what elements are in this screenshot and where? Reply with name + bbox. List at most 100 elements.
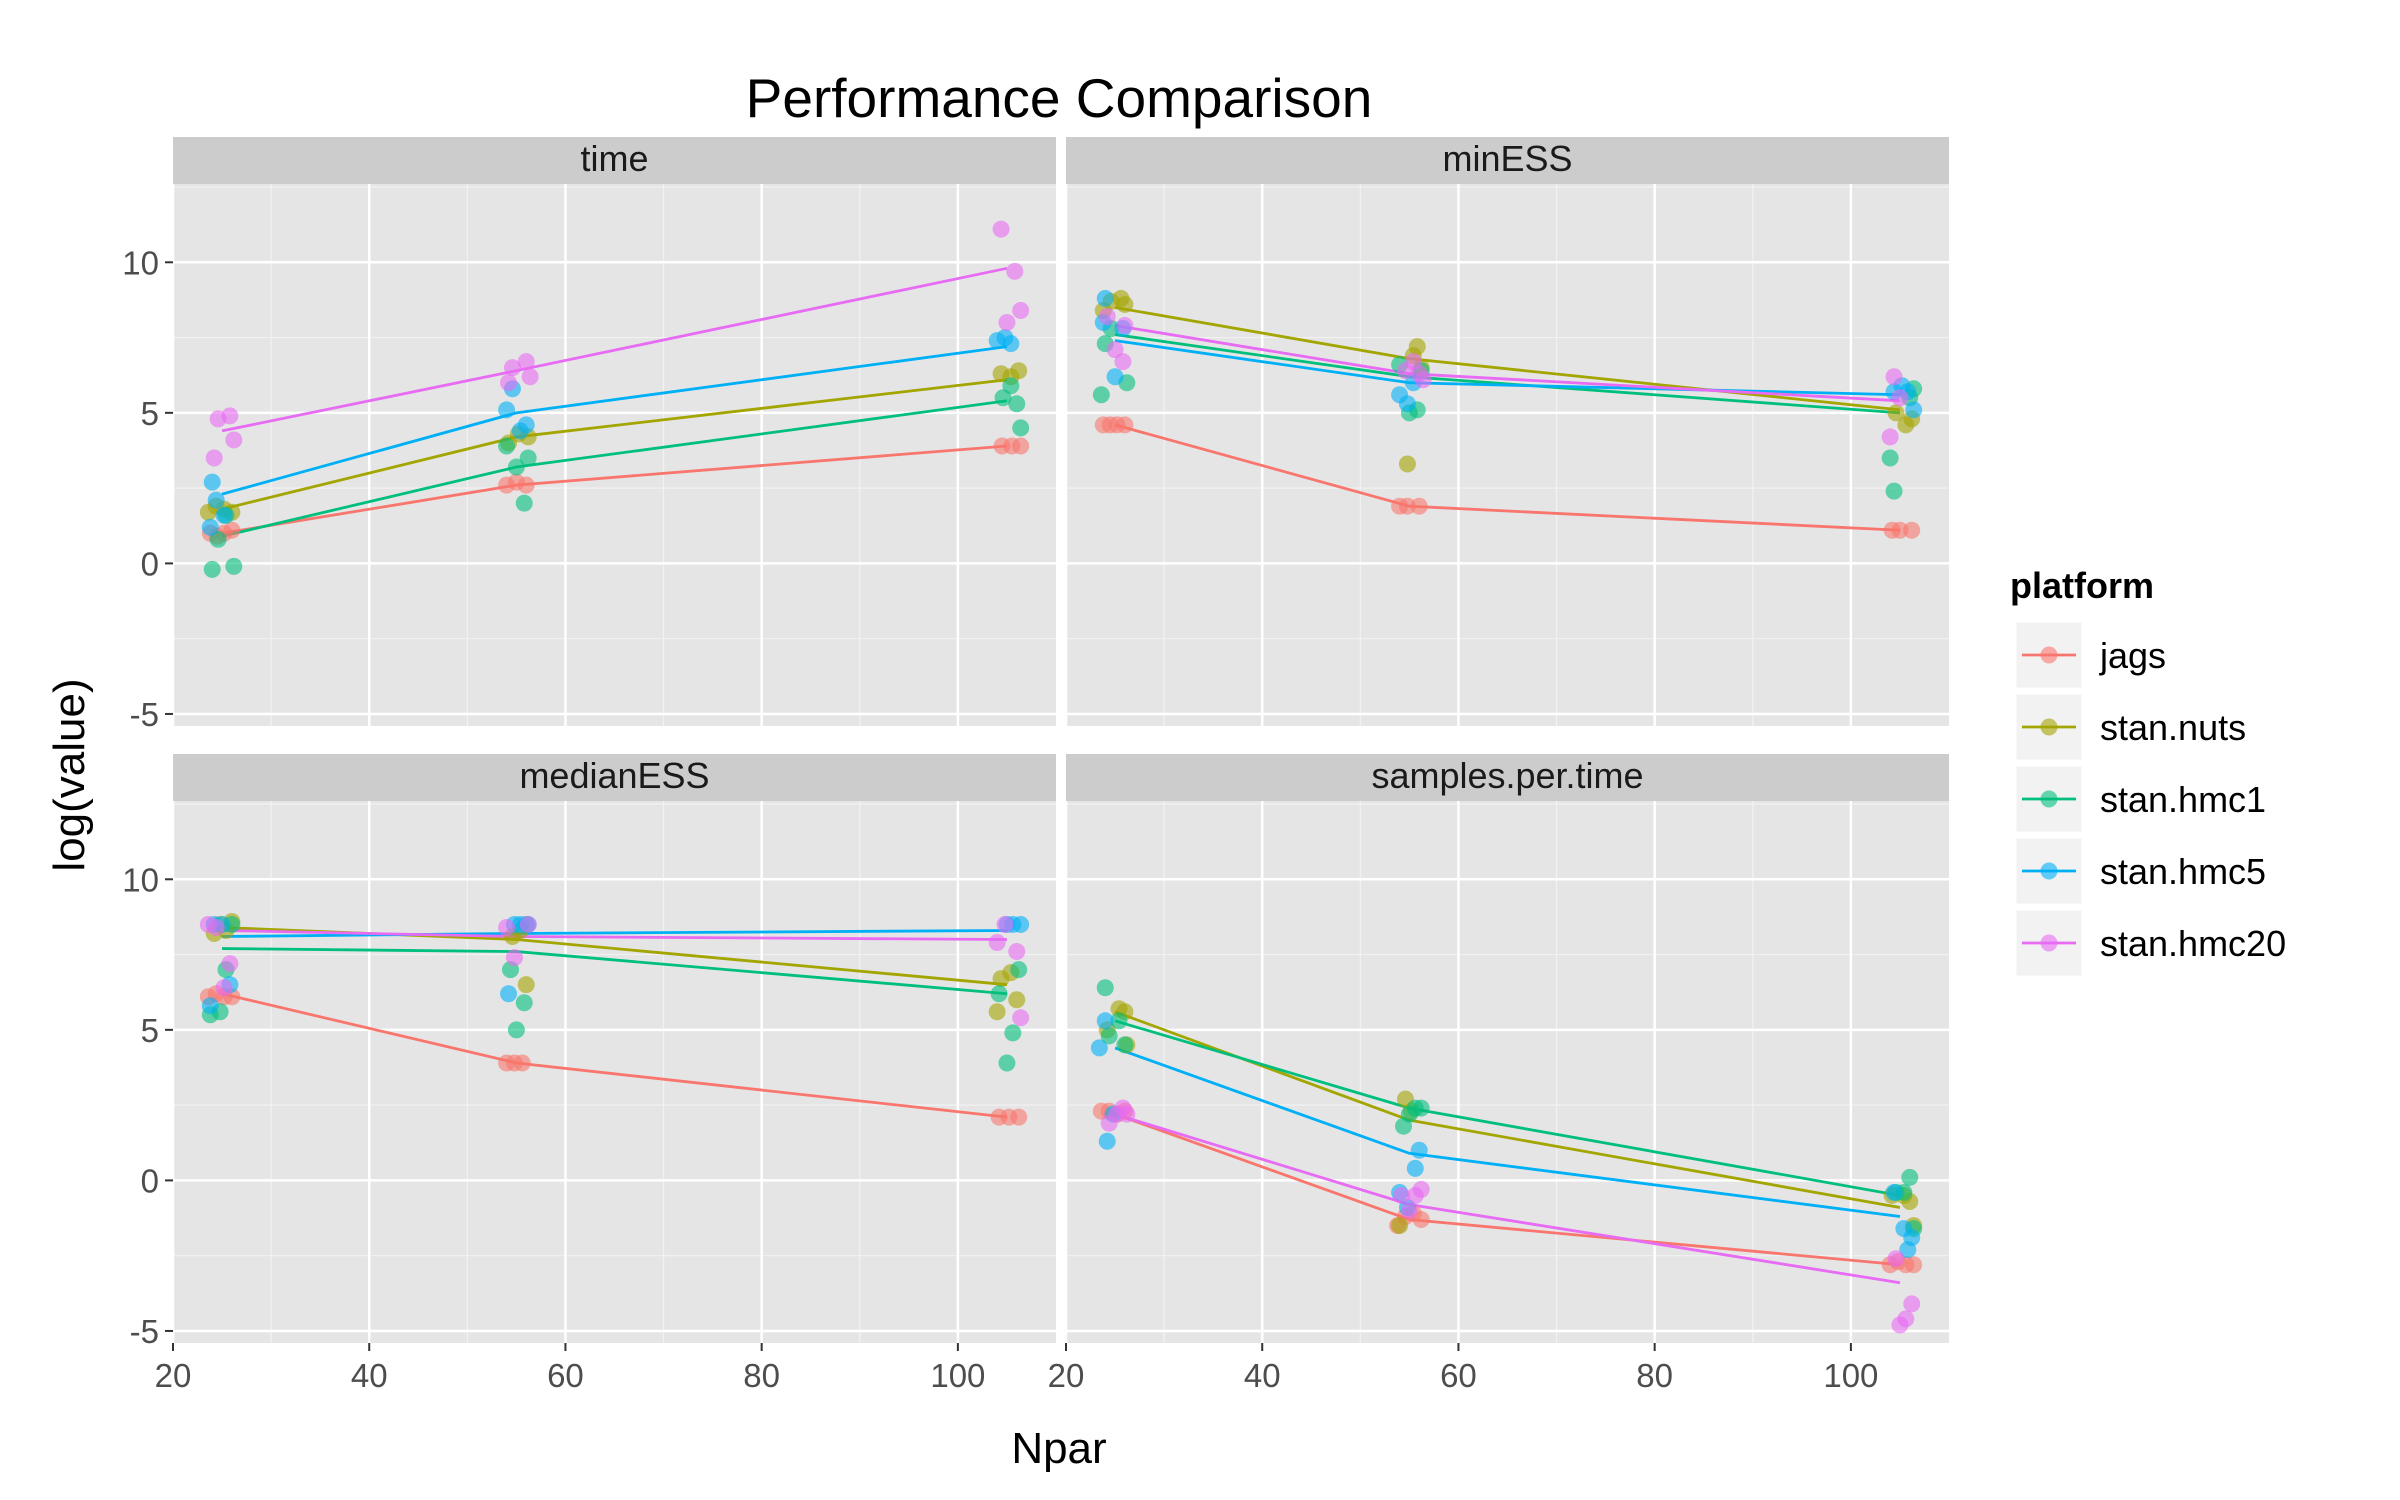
- data-point-stan.nuts: [1008, 991, 1026, 1009]
- data-point-stan.hmc1: [507, 1021, 525, 1039]
- x-tick-label: 100: [1823, 1357, 1878, 1394]
- data-point-stan.hmc5: [1903, 1229, 1921, 1247]
- legend-label: stan.hmc5: [2100, 851, 2266, 892]
- data-point-jags: [1412, 1211, 1430, 1229]
- data-point-stan.hmc5: [498, 401, 516, 419]
- data-point-stan.hmc20: [1891, 389, 1909, 407]
- legend-item-jags: jags: [2015, 621, 2166, 689]
- panel-strip: [1066, 137, 1949, 184]
- panel-background: [1066, 801, 1949, 1343]
- legend-label: stan.hmc1: [2100, 779, 2266, 820]
- data-point-stan.hmc5: [1096, 1012, 1114, 1030]
- y-tick-label: 0: [141, 1162, 159, 1199]
- data-point-stan.hmc20: [1400, 1202, 1418, 1220]
- y-tick-label: 0: [141, 545, 159, 582]
- x-tick-label: 20: [1048, 1357, 1085, 1394]
- y-tick-label: -5: [130, 696, 159, 733]
- data-point-stan.hmc20: [1885, 368, 1903, 386]
- data-point-stan.hmc20: [1897, 1310, 1915, 1328]
- panel-strip: [173, 754, 1056, 801]
- x-tick-label: 80: [1636, 1357, 1673, 1394]
- data-point-stan.hmc5: [215, 506, 233, 524]
- data-point-stan.nuts: [1887, 404, 1905, 422]
- data-point-stan.nuts: [1398, 455, 1416, 473]
- data-point-stan.hmc20: [517, 353, 535, 371]
- data-point-jags: [1410, 497, 1428, 515]
- data-point-stan.hmc5: [1885, 1183, 1903, 1201]
- legend-title: platform: [2010, 565, 2154, 606]
- data-point-stan.hmc1: [1901, 1168, 1919, 1186]
- data-point-jags: [1891, 521, 1909, 539]
- panel-time: time -5 0 5 10: [122, 137, 1056, 733]
- panel-medianESS: medianESS -5 0 5 10 20 40 60 80 100: [122, 754, 1056, 1394]
- data-point-stan.hmc1: [1012, 419, 1030, 437]
- data-point-stan.hmc1: [990, 985, 1008, 1003]
- data-point-stan.hmc20: [1114, 353, 1132, 371]
- data-point-stan.hmc20: [503, 359, 521, 377]
- legend-key-point: [2040, 718, 2058, 736]
- legend-item-stan.hmc1: stan.hmc1: [2015, 765, 2266, 833]
- data-point-stan.hmc1: [1881, 449, 1899, 467]
- data-point-stan.hmc5: [1096, 289, 1114, 307]
- data-point-stan.hmc1: [1008, 395, 1026, 413]
- data-point-stan.hmc20: [996, 915, 1014, 933]
- data-point-stan.hmc5: [203, 473, 221, 491]
- data-point-stan.hmc20: [1414, 371, 1432, 389]
- data-point-stan.hmc20: [1393, 1186, 1411, 1204]
- data-point-stan.hmc20: [1008, 943, 1026, 961]
- data-point-stan.nuts: [1010, 362, 1028, 380]
- data-point-stan.hmc1: [1004, 1024, 1022, 1042]
- panel-strip-label: samples.per.time: [1371, 755, 1643, 796]
- series-line-stan.hmc5: [1114, 1046, 1901, 1218]
- data-point-stan.hmc5: [500, 985, 518, 1003]
- data-point-stan.hmc1: [515, 994, 533, 1012]
- data-point-stan.hmc1: [998, 1054, 1016, 1072]
- data-point-stan.hmc20: [1012, 1009, 1030, 1027]
- data-point-jags: [1010, 1108, 1028, 1126]
- y-tick-label: 5: [141, 395, 159, 432]
- data-point-jags: [1012, 437, 1030, 455]
- legend-item-stan.hmc20: stan.hmc20: [2015, 909, 2286, 977]
- data-point-stan.hmc1: [1100, 1027, 1118, 1045]
- x-tick-label: 60: [547, 1357, 584, 1394]
- data-point-stan.hmc20: [1116, 317, 1134, 335]
- series-line-stan.hmc5: [221, 345, 1008, 496]
- data-point-jags: [1116, 416, 1134, 434]
- chart-title: Performance Comparison: [746, 67, 1373, 129]
- data-point-jags: [1903, 521, 1921, 539]
- data-point-stan.hmc1: [225, 557, 243, 575]
- x-tick-label: 60: [1440, 1357, 1477, 1394]
- data-point-stan.hmc5: [1012, 915, 1030, 933]
- data-point-stan.hmc20: [1881, 428, 1899, 446]
- data-point-stan.hmc1: [1092, 386, 1110, 404]
- data-point-jags: [517, 476, 535, 494]
- x-tick-label: 40: [1244, 1357, 1281, 1394]
- data-point-stan.hmc20: [1098, 307, 1116, 325]
- data-point-stan.nuts: [517, 976, 535, 994]
- data-point-jags: [223, 521, 241, 539]
- panel-strip-label: minESS: [1442, 138, 1572, 179]
- data-point-stan.hmc1: [507, 458, 525, 476]
- panel-samples.per.time: samples.per.time 20 40 60 80 100: [1048, 754, 1949, 1394]
- data-point-stan.hmc20: [1006, 262, 1024, 280]
- panel-strip-label: time: [580, 138, 648, 179]
- data-point-stan.hmc20: [1903, 1295, 1921, 1313]
- panel-minESS: minESS: [1064, 137, 1949, 726]
- y-tick-label: 5: [141, 1012, 159, 1049]
- data-point-stan.hmc20: [498, 918, 516, 936]
- legend-label: stan.nuts: [2100, 707, 2246, 748]
- data-point-stan.hmc5: [1106, 368, 1124, 386]
- x-tick-label: 80: [743, 1357, 780, 1394]
- x-tick-label: 40: [351, 1357, 388, 1394]
- data-point-stan.hmc5: [201, 518, 219, 536]
- data-point-stan.hmc20: [215, 979, 233, 997]
- data-point-stan.hmc20: [1412, 1180, 1430, 1198]
- legend: platform jags stan.nuts stan.hmc1 stan.hmc5…: [2010, 565, 2286, 977]
- legend-item-stan.hmc5: stan.hmc5: [2015, 837, 2266, 905]
- data-point-stan.nuts: [1391, 1217, 1409, 1235]
- data-point-stan.hmc1: [1096, 979, 1114, 997]
- data-point-stan.hmc5: [1406, 1159, 1424, 1177]
- data-point-stan.nuts: [1116, 295, 1134, 313]
- panel-background: [1066, 184, 1949, 726]
